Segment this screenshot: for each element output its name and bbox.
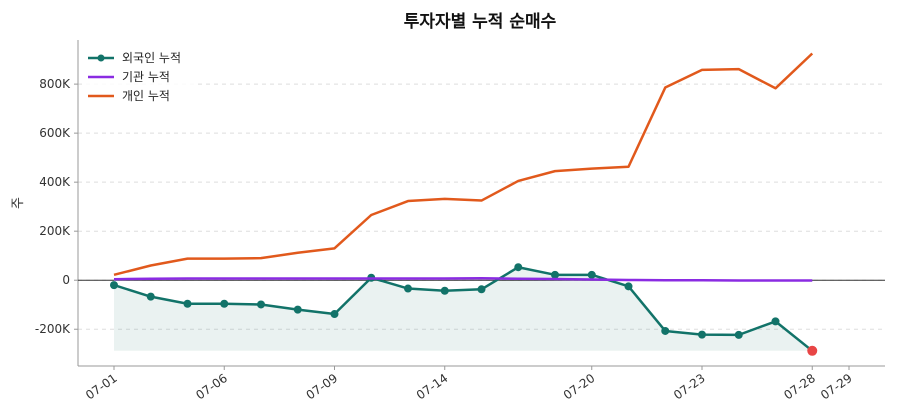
data-point [587,270,596,279]
legend-label: 개인 누적 [122,89,170,103]
data-point [404,284,412,293]
y-tick-label: 0 [62,273,70,287]
area-fill-layer [114,267,813,351]
data-point [551,270,559,279]
y-tick-label: 400K [39,175,71,189]
x-tick-label: 07-09 [304,371,341,402]
data-point [771,317,780,326]
data-point [110,281,118,290]
y-tick-label: 600K [39,126,71,140]
data-point [624,282,633,291]
series-line [113,265,814,352]
data-point [257,300,265,309]
legend-marker [97,54,105,62]
y-axis-label: 주 [11,197,26,209]
data-point [477,285,486,294]
data-point [440,286,449,295]
x-tick-label: 07-23 [671,371,708,402]
legend-label: 기관 누적 [122,70,170,84]
series-line [113,277,813,282]
x-tick-label: 07-29 [818,371,855,402]
x-tick-label: 07-28 [781,371,818,402]
data-point [183,299,192,308]
x-tick-label: 07-14 [414,371,451,402]
data-point [146,292,155,301]
data-point [330,310,339,319]
y-tick-label: 200K [39,224,71,238]
data-point [293,305,302,314]
tick-labels: -200K 0 200K 400K 600K 800K 07-01 07-06 07-09 07-… [35,77,855,402]
series-line [113,52,814,277]
data-point [734,330,743,339]
chart-title: 투자자별 누적 순매수 [404,12,557,32]
series-area-fill [114,267,813,351]
data-point [220,299,229,308]
last-data-point-highlight [807,345,818,356]
series-layer [110,52,818,356]
data-point [661,326,670,335]
y-tick-label: -200K [35,322,71,336]
x-tick-label: 07-01 [83,371,120,402]
x-tick-label: 07-20 [561,371,598,402]
legend-label: 외국인 누적 [122,51,181,65]
data-point [514,263,523,272]
y-tick-label: 800K [39,77,71,91]
data-point [698,330,706,339]
x-tick-label: 07-06 [193,371,230,402]
